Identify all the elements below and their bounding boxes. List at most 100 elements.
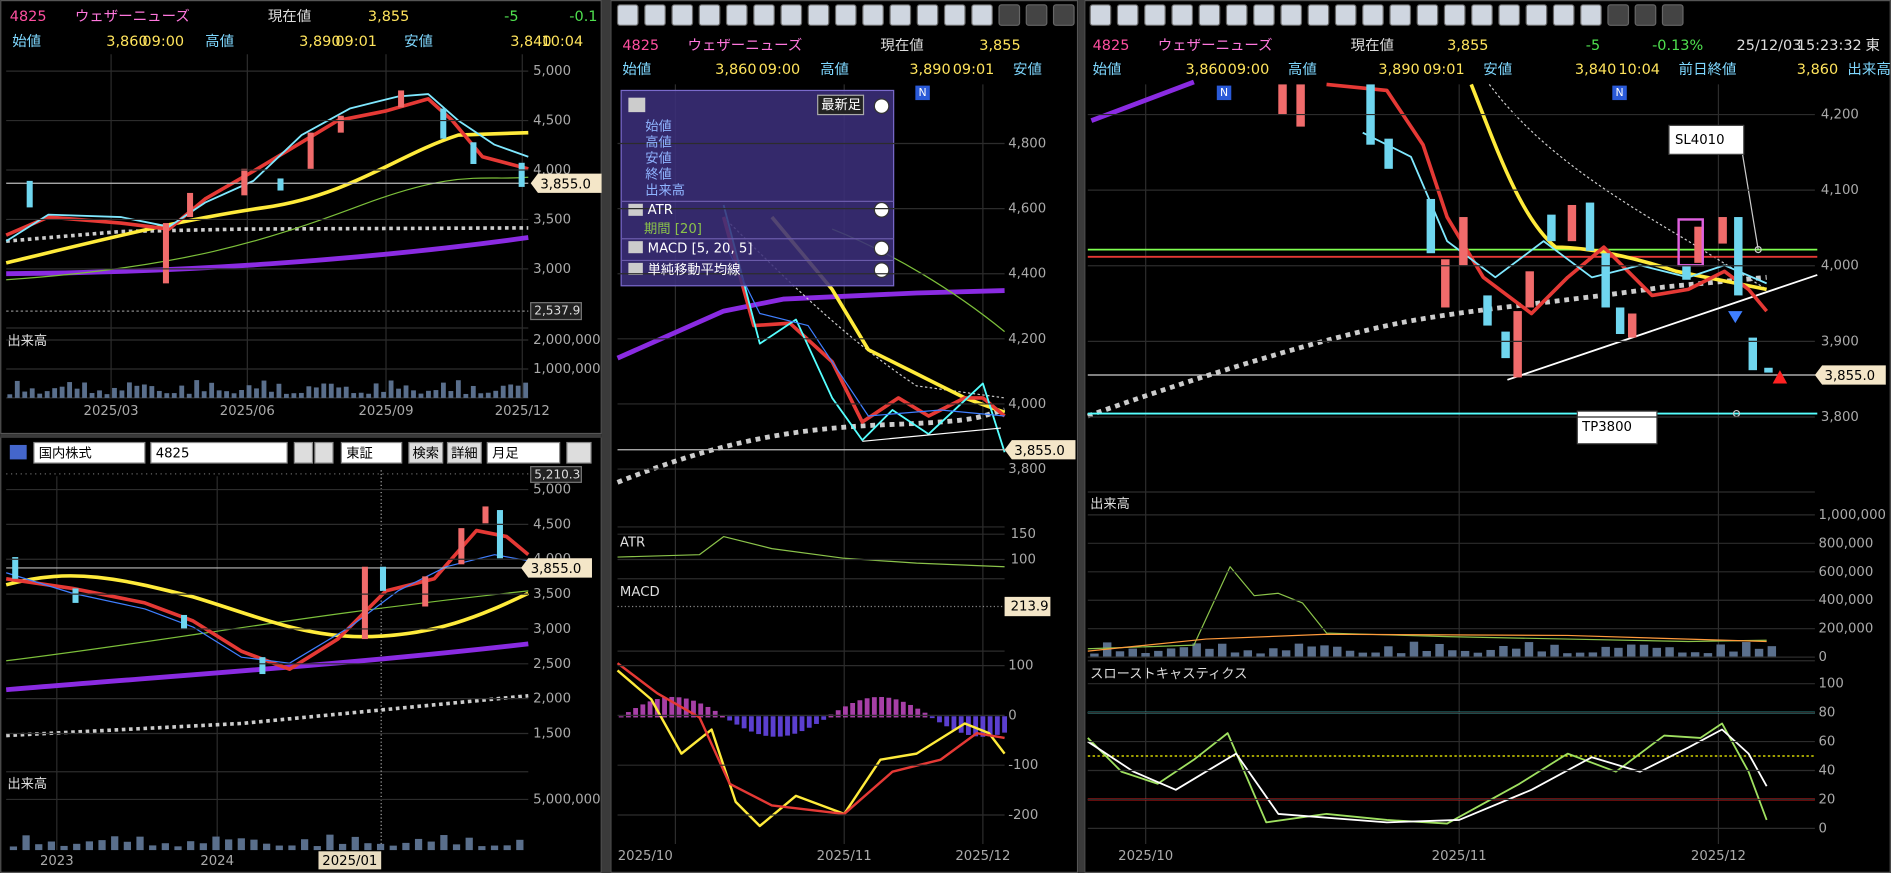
volume-bar: [1538, 651, 1546, 657]
volume-bar: [419, 394, 424, 398]
tool-icon: [1390, 5, 1410, 25]
y-tick-label: 3,500: [533, 212, 571, 227]
select-period[interactable]: 月足: [492, 446, 519, 461]
volume-bar: [471, 386, 476, 398]
x-tick-label: 2025/12: [955, 849, 1010, 864]
volume-bar: [364, 843, 371, 850]
news-marker: N: [1615, 86, 1623, 99]
volume-bar: [523, 383, 528, 398]
volume-bar: [501, 386, 506, 398]
volume-bar: [1499, 646, 1507, 657]
y-tick-label: 200,000: [1819, 622, 1874, 637]
y-tick-label: 0: [1819, 821, 1827, 836]
volume-bar: [75, 389, 80, 398]
y-tick-label: 100: [1819, 677, 1844, 692]
volume-bar: [1269, 648, 1277, 657]
volume-bar: [1397, 653, 1405, 657]
volume-bar: [86, 841, 93, 850]
volume-bar: [134, 386, 139, 398]
volume-bar: [247, 385, 252, 398]
tool-icon: [727, 5, 747, 25]
header-text: 高値: [1288, 61, 1317, 78]
header-text: 安値: [404, 33, 433, 50]
tool-icon: [1635, 5, 1655, 25]
tool-icon: [945, 5, 965, 25]
volume-bar: [291, 393, 296, 398]
volume-bar: [105, 394, 110, 398]
volume-bar: [187, 841, 194, 850]
header-text: 3,855: [1447, 38, 1488, 54]
volume-bar: [277, 384, 282, 398]
select-code[interactable]: 4825: [156, 446, 190, 461]
price-tag-label: 3,855.0: [1014, 444, 1065, 459]
volume-bar: [377, 844, 384, 850]
volume-bar: [426, 391, 431, 398]
volume-bar: [402, 843, 409, 850]
macd-bar: [778, 716, 783, 736]
pane-label: MACD: [620, 585, 660, 600]
volume-bar: [351, 393, 356, 398]
tool-icon: [1417, 5, 1437, 25]
volume-bar: [149, 386, 154, 398]
volume-bar: [1461, 651, 1469, 657]
volume-bar: [82, 382, 87, 397]
tool-icon: [1054, 5, 1074, 25]
header-text: 3,890: [299, 34, 340, 50]
volume-bar: [179, 386, 184, 398]
macd-bar: [662, 698, 667, 718]
indicator-row[interactable]: ATR: [648, 203, 673, 218]
tool-icon: [917, 5, 937, 25]
indicator-row[interactable]: MACD [5, 20, 5]: [648, 241, 753, 256]
header-text: 出来高: [1847, 61, 1890, 78]
latest-bar-button[interactable]: 最新足: [821, 97, 861, 113]
tool-icon: [1335, 5, 1355, 25]
header-text: 10:04: [542, 34, 584, 50]
y-tick-label: 80: [1819, 706, 1836, 721]
y-tick-label: 3,800: [1008, 462, 1046, 477]
volume-bar: [1614, 648, 1622, 657]
tool-icon: [1553, 5, 1573, 25]
volume-bar: [30, 388, 35, 398]
volume-bar: [478, 393, 483, 398]
header-text: 始値: [622, 61, 651, 78]
select-exchange[interactable]: 東証: [346, 445, 373, 461]
y-tick-label: 1,000,000: [1819, 508, 1886, 523]
volume-bar: [301, 839, 308, 850]
volume-bar: [381, 392, 386, 398]
search-button[interactable]: 検索: [413, 445, 440, 461]
detail-button[interactable]: 詳細: [451, 445, 478, 461]
y-tick-label: 3,900: [1821, 334, 1859, 349]
pane-label: 出来高: [7, 332, 47, 349]
indicator-row[interactable]: 期間 [20]: [644, 221, 702, 237]
volume-bar: [97, 390, 102, 398]
volume-bar: [202, 391, 207, 398]
header-text: 10:04: [1618, 62, 1660, 78]
macd-bar: [865, 698, 870, 717]
volume-bar: [60, 387, 65, 398]
header-text: 始値: [1093, 61, 1122, 78]
header-text: -0.1: [569, 9, 597, 25]
annotation: TP3800: [1581, 420, 1632, 435]
x-tick-label: 2025/12: [495, 404, 550, 419]
x-tick-label: 2025/09: [358, 404, 413, 419]
tool-icon: [1608, 5, 1628, 25]
volume-bar: [1333, 647, 1341, 657]
y-tick-label: 4,200: [1821, 108, 1859, 123]
macd-bar: [742, 716, 747, 728]
volume-bar: [390, 846, 397, 850]
macd-bar: [792, 716, 797, 733]
volume-bar: [336, 387, 341, 397]
macd-bar: [785, 716, 790, 735]
volume-bar: [157, 391, 162, 398]
macd-bar: [930, 716, 935, 718]
indicator-row[interactable]: 単純移動平均線: [648, 262, 741, 278]
tool-icon: [645, 5, 665, 25]
select-market[interactable]: 国内株式: [39, 445, 92, 461]
tool-icon: [1526, 5, 1546, 25]
macd-bar: [894, 699, 899, 717]
tool-icon: [1026, 5, 1046, 25]
volume-bar: [10, 846, 17, 850]
header-text: 3,890: [1378, 62, 1419, 78]
x-tick-label: 2025/10: [618, 849, 673, 864]
header-text: 3,860: [1797, 62, 1838, 78]
